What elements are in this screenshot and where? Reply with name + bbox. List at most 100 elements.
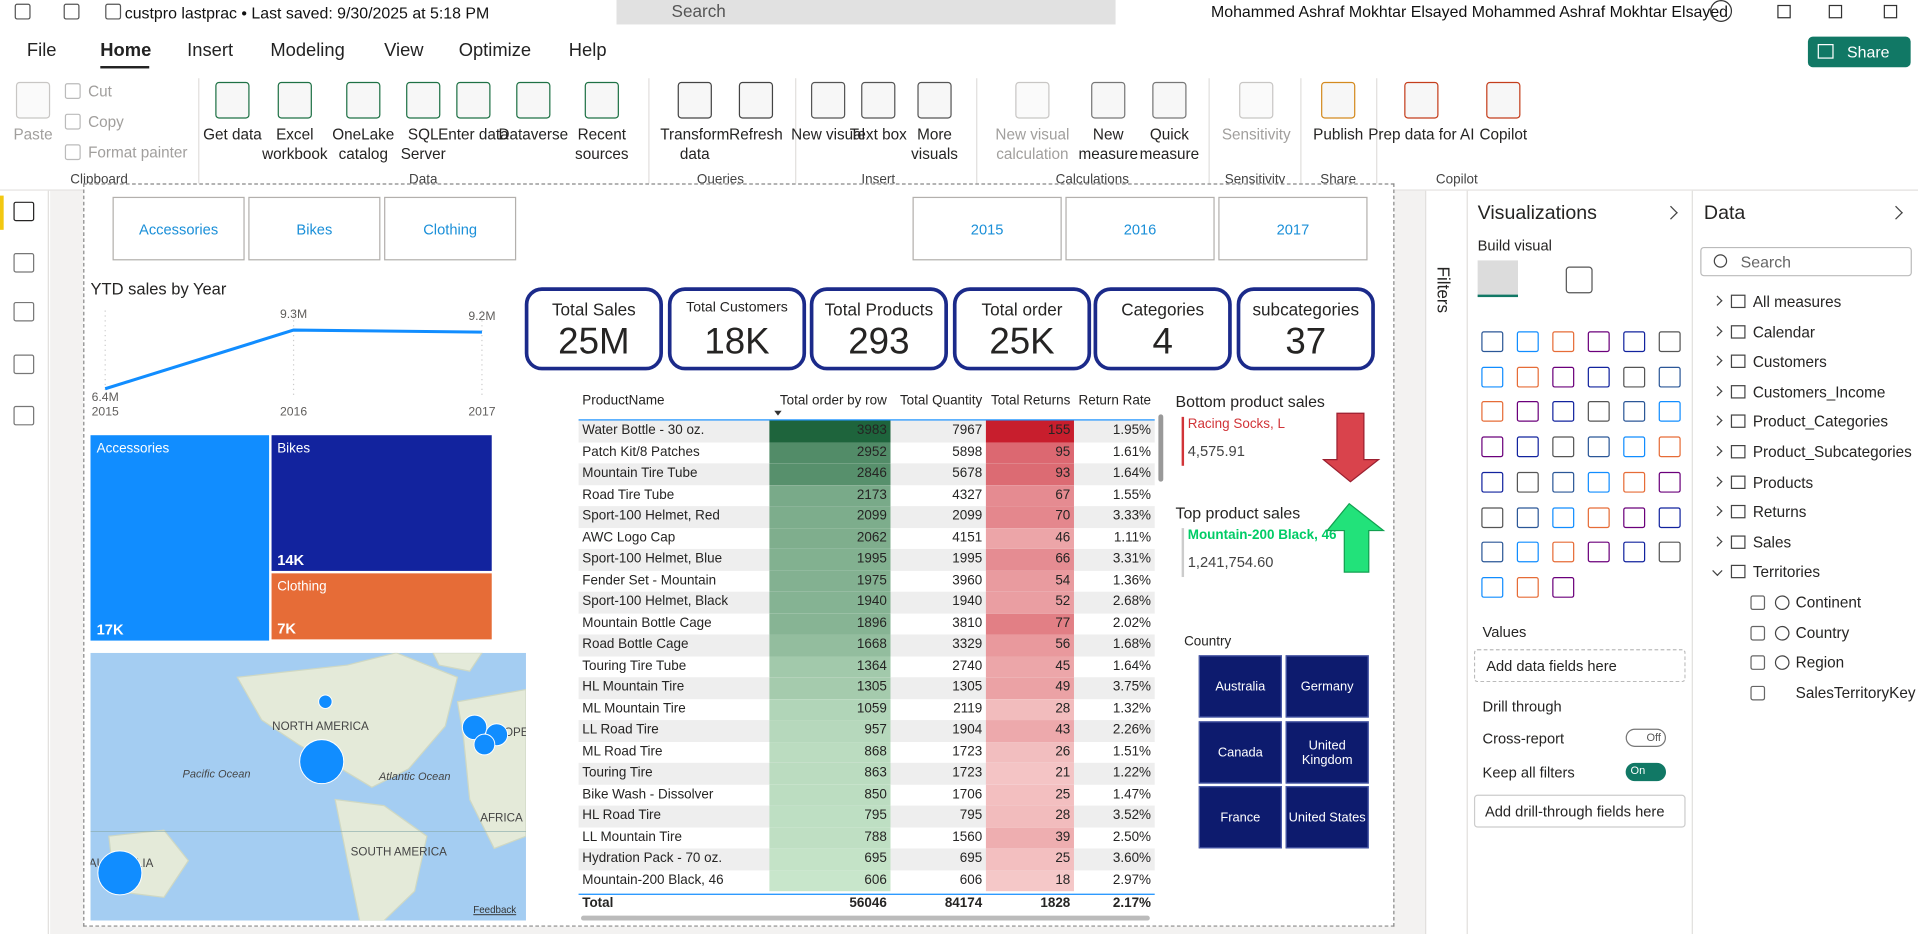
share-button[interactable]: Share [1807, 36, 1911, 68]
format-icon[interactable] [1565, 266, 1593, 294]
window-control[interactable] [1828, 4, 1843, 19]
viz-type-icon[interactable] [1516, 576, 1539, 598]
viz-type-icon[interactable] [1587, 366, 1610, 388]
ribbon-button[interactable]: SQL Server [400, 125, 446, 163]
data-table[interactable]: Product_Categories [1752, 413, 1889, 431]
nav-icon[interactable] [13, 405, 35, 426]
viz-type-icon[interactable] [1587, 471, 1610, 493]
viz-type-icon[interactable] [1658, 471, 1681, 493]
viz-type-icon[interactable] [1552, 506, 1575, 528]
toolbar-icon[interactable] [14, 3, 31, 20]
country-tile[interactable]: Canada [1198, 721, 1282, 784]
nav-icon[interactable] [13, 301, 35, 322]
checkbox[interactable] [1750, 655, 1766, 670]
ribbon-button[interactable]: New visual calculation [995, 125, 1070, 163]
country-tile[interactable]: United Kingdom [1285, 721, 1369, 784]
country-tile[interactable]: Australia [1198, 655, 1282, 718]
country-tile[interactable]: United States [1285, 786, 1369, 849]
viz-type-icon[interactable] [1658, 331, 1681, 353]
ribbon-button[interactable]: Excel workbook [262, 125, 328, 163]
ribbon-button[interactable]: Copy [88, 113, 124, 131]
viz-type-icon[interactable] [1481, 436, 1504, 458]
ribbon-button[interactable]: New visual [791, 125, 866, 144]
viz-type-icon[interactable] [1623, 331, 1646, 353]
viz-type-icon[interactable] [1623, 436, 1646, 458]
viz-type-icon[interactable] [1587, 506, 1610, 528]
viz-type-icon[interactable] [1623, 366, 1646, 388]
viz-type-icon[interactable] [1623, 506, 1646, 528]
ribbon-button[interactable]: Paste [13, 125, 53, 144]
category-slicer-item[interactable]: Clothing [384, 196, 517, 261]
viz-type-icon[interactable] [1552, 436, 1575, 458]
viz-type-icon[interactable] [1587, 436, 1610, 458]
menu-tab[interactable]: Modeling [270, 40, 345, 62]
year-slicer-item[interactable]: 2015 [912, 196, 1062, 261]
ribbon-button[interactable]: Get data [203, 125, 262, 144]
viz-type-icon[interactable] [1516, 506, 1539, 528]
viz-type-icon[interactable] [1658, 401, 1681, 423]
data-field[interactable]: Continent [1795, 594, 1862, 612]
viz-type-icon[interactable] [1481, 401, 1504, 423]
drop-well[interactable]: Add drill-through fields here [1473, 794, 1686, 828]
treemap-cell[interactable]: Accessories 17K [90, 435, 270, 640]
viz-type-icon[interactable] [1516, 541, 1539, 563]
viz-type-icon[interactable] [1481, 506, 1504, 528]
ribbon-button[interactable]: New measure [1078, 125, 1138, 163]
menu-tab[interactable]: File [26, 40, 57, 62]
toggle-off[interactable]: Off [1625, 728, 1667, 747]
toggle-on[interactable]: On [1625, 762, 1667, 782]
viz-type-icon[interactable] [1552, 576, 1575, 598]
ribbon-button[interactable]: Recent sources [575, 125, 629, 163]
data-field[interactable]: SalesTerritoryKey [1795, 683, 1916, 702]
viz-type-icon[interactable] [1658, 366, 1681, 388]
menu-tab[interactable]: Insert [187, 40, 234, 62]
viz-type-icon[interactable] [1552, 401, 1575, 423]
data-table[interactable]: Customers_Income [1752, 383, 1886, 401]
viz-type-icon[interactable] [1516, 366, 1539, 388]
checkbox[interactable] [1750, 685, 1766, 700]
menu-tab[interactable]: View [384, 40, 424, 62]
ribbon-button[interactable]: Cut [88, 83, 112, 101]
window-control[interactable] [1883, 4, 1898, 19]
ribbon-button[interactable]: Quick measure [1139, 125, 1200, 163]
nav-icon[interactable] [13, 354, 35, 375]
filters-pane[interactable] [1425, 190, 1468, 934]
toolbar-icon[interactable] [63, 3, 80, 20]
ribbon-button[interactable]: Prep data for AI [1368, 125, 1475, 144]
viz-type-icon[interactable] [1481, 576, 1504, 598]
viz-type-icon[interactable] [1481, 471, 1504, 493]
viz-type-icon[interactable] [1623, 471, 1646, 493]
viz-type-icon[interactable] [1587, 401, 1610, 423]
build-icon[interactable] [1477, 260, 1519, 298]
viz-type-icon[interactable] [1516, 331, 1539, 353]
viz-type-icon[interactable] [1516, 471, 1539, 493]
data-table[interactable]: Customers [1752, 353, 1827, 371]
viz-type-icon[interactable] [1481, 541, 1504, 563]
ribbon-button[interactable]: Dataverse [498, 125, 569, 144]
viz-type-icon[interactable] [1658, 436, 1681, 458]
menu-tab[interactable]: Optimize [458, 40, 532, 62]
search-box[interactable]: Search [616, 0, 1116, 25]
ribbon-button[interactable]: More visuals [911, 125, 958, 163]
window-control[interactable] [1777, 4, 1791, 19]
viz-type-icon[interactable] [1481, 366, 1504, 388]
viz-type-icon[interactable] [1552, 471, 1575, 493]
ribbon-button[interactable]: Enter data [438, 125, 509, 144]
ribbon-button[interactable]: OneLake catalog [332, 125, 395, 163]
data-table[interactable]: Territories [1752, 564, 1820, 582]
data-search[interactable]: Search [1700, 246, 1912, 277]
viz-type-icon[interactable] [1587, 541, 1610, 563]
menu-tab[interactable]: Help [568, 40, 607, 62]
menu-tab[interactable]: Home [100, 40, 152, 62]
country-tile[interactable]: Germany [1285, 655, 1369, 718]
year-slicer-item[interactable]: 2017 [1218, 196, 1368, 261]
data-table[interactable]: Sales [1752, 533, 1792, 552]
treemap-cell[interactable]: Clothing 7K [271, 572, 493, 640]
data-table[interactable]: Returns [1752, 503, 1807, 522]
data-table[interactable]: All measures [1752, 293, 1842, 311]
viz-type-icon[interactable] [1623, 401, 1646, 423]
ribbon-button[interactable]: Refresh [729, 125, 783, 144]
ribbon-button[interactable]: Transform data [660, 125, 730, 163]
checkbox[interactable] [1750, 595, 1766, 611]
viz-type-icon[interactable] [1552, 331, 1575, 353]
